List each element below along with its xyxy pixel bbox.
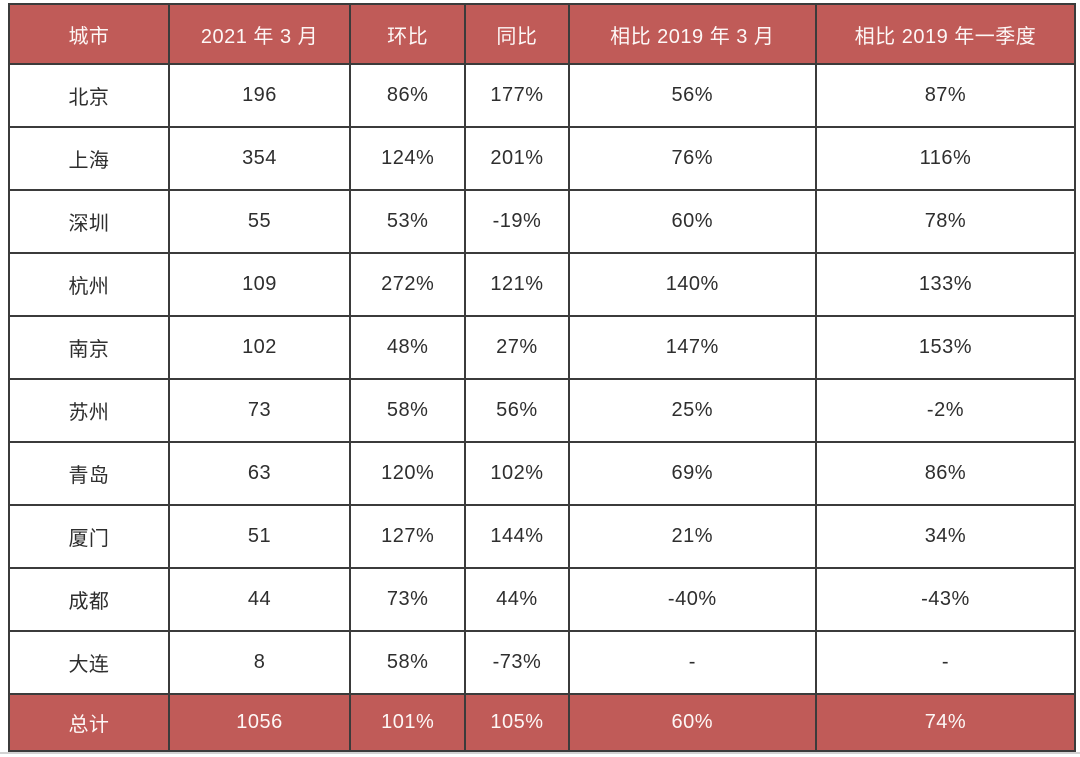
column-header: 相比 2019 年 3 月 bbox=[567, 3, 817, 65]
value-cell: 140% bbox=[567, 252, 817, 317]
value-cell: 102% bbox=[464, 441, 570, 506]
value-cell: 56% bbox=[567, 63, 817, 128]
total-value-cell: 105% bbox=[464, 693, 570, 752]
value-cell: 133% bbox=[814, 252, 1077, 317]
value-cell: 354 bbox=[167, 126, 352, 191]
value-cell: 272% bbox=[349, 252, 467, 317]
value-cell: 73 bbox=[167, 378, 352, 443]
value-cell: -43% bbox=[814, 567, 1077, 632]
total-value-cell: 101% bbox=[349, 693, 467, 752]
city-cell: 北京 bbox=[8, 63, 170, 128]
value-cell: 116% bbox=[814, 126, 1077, 191]
table-row: 厦门 51 127% 144% 21% 34% bbox=[8, 504, 1077, 569]
city-cell: 苏州 bbox=[8, 378, 170, 443]
table-row: 杭州 109 272% 121% 140% 133% bbox=[8, 252, 1077, 317]
city-cell: 深圳 bbox=[8, 189, 170, 254]
value-cell: 27% bbox=[464, 315, 570, 380]
value-cell: 121% bbox=[464, 252, 570, 317]
value-cell: 109 bbox=[167, 252, 352, 317]
value-cell: 51 bbox=[167, 504, 352, 569]
header-row: 城市 2021 年 3 月环比 同比 相比 2019 年 3 月相比 2019 年一季… bbox=[8, 3, 1077, 65]
city-cell: 上海 bbox=[8, 126, 170, 191]
city-cell: 青岛 bbox=[8, 441, 170, 506]
column-header: 环比 bbox=[349, 3, 467, 65]
column-header: 城市 bbox=[8, 3, 170, 65]
total-row: 总计 1056 101% 105% 60% 74% bbox=[8, 693, 1077, 752]
value-cell: 53% bbox=[349, 189, 467, 254]
total-value-cell: 74% bbox=[814, 693, 1077, 752]
value-cell: - bbox=[814, 630, 1077, 695]
value-cell: 34% bbox=[814, 504, 1077, 569]
table-row: 南京 102 48% 27% 147% 153% bbox=[8, 315, 1077, 380]
table-row: 深圳 55 53% -19% 60% 78% bbox=[8, 189, 1077, 254]
value-cell: 177% bbox=[464, 63, 570, 128]
total-label-cell: 总计 bbox=[8, 693, 170, 752]
value-cell: -19% bbox=[464, 189, 570, 254]
value-cell: 69% bbox=[567, 441, 817, 506]
table-row: 成都 44 73% 44% -40% -43% bbox=[8, 567, 1077, 632]
value-cell: -40% bbox=[567, 567, 817, 632]
value-cell: 58% bbox=[349, 630, 467, 695]
city-cell: 成都 bbox=[8, 567, 170, 632]
column-header: 相比 2019 年一季度 bbox=[814, 3, 1077, 65]
table-row: 北京 196 86% 177% 56% 87% bbox=[8, 63, 1077, 128]
value-cell: 56% bbox=[464, 378, 570, 443]
city-stats-table-wrap: 城市 2021 年 3 月环比 同比 相比 2019 年 3 月相比 2019 年一季… bbox=[8, 3, 1077, 752]
value-cell: 21% bbox=[567, 504, 817, 569]
table-row: 大连 8 58% -73% - - bbox=[8, 630, 1077, 695]
value-cell: 8 bbox=[167, 630, 352, 695]
value-cell: 201% bbox=[464, 126, 570, 191]
city-cell: 南京 bbox=[8, 315, 170, 380]
value-cell: 144% bbox=[464, 504, 570, 569]
value-cell: 87% bbox=[814, 63, 1077, 128]
value-cell: 147% bbox=[567, 315, 817, 380]
table-header: 城市 2021 年 3 月环比 同比 相比 2019 年 3 月相比 2019 年一季… bbox=[8, 3, 1077, 65]
city-cell: 厦门 bbox=[8, 504, 170, 569]
column-header: 同比 bbox=[464, 3, 570, 65]
value-cell: 153% bbox=[814, 315, 1077, 380]
value-cell: 73% bbox=[349, 567, 467, 632]
value-cell: 25% bbox=[567, 378, 817, 443]
total-value-cell: 1056 bbox=[167, 693, 352, 752]
table-row: 上海 354 124% 201% 76% 116% bbox=[8, 126, 1077, 191]
table-row: 苏州 73 58% 56% 25% -2% bbox=[8, 378, 1077, 443]
value-cell: 86% bbox=[814, 441, 1077, 506]
value-cell: 76% bbox=[567, 126, 817, 191]
city-stats-table: 城市 2021 年 3 月环比 同比 相比 2019 年 3 月相比 2019 年一季… bbox=[8, 3, 1077, 752]
value-cell: 196 bbox=[167, 63, 352, 128]
city-cell: 大连 bbox=[8, 630, 170, 695]
total-value-cell: 60% bbox=[567, 693, 817, 752]
table-row: 青岛 63 120% 102% 69% 86% bbox=[8, 441, 1077, 506]
bottom-edge-line bbox=[0, 752, 1080, 754]
value-cell: - bbox=[567, 630, 817, 695]
value-cell: 120% bbox=[349, 441, 467, 506]
value-cell: 127% bbox=[349, 504, 467, 569]
value-cell: 60% bbox=[567, 189, 817, 254]
city-cell: 杭州 bbox=[8, 252, 170, 317]
value-cell: 86% bbox=[349, 63, 467, 128]
table-body: 北京 196 86% 177% 56% 87% 上海 354 124% 201% 76% 116% 深圳… bbox=[8, 63, 1077, 695]
value-cell: -73% bbox=[464, 630, 570, 695]
value-cell: 124% bbox=[349, 126, 467, 191]
value-cell: 63 bbox=[167, 441, 352, 506]
column-header: 2021 年 3 月 bbox=[167, 3, 352, 65]
value-cell: 58% bbox=[349, 378, 467, 443]
table-footer: 总计 1056 101% 105% 60% 74% bbox=[8, 693, 1077, 752]
value-cell: -2% bbox=[814, 378, 1077, 443]
value-cell: 102 bbox=[167, 315, 352, 380]
value-cell: 44% bbox=[464, 567, 570, 632]
value-cell: 48% bbox=[349, 315, 467, 380]
value-cell: 78% bbox=[814, 189, 1077, 254]
value-cell: 55 bbox=[167, 189, 352, 254]
value-cell: 44 bbox=[167, 567, 352, 632]
